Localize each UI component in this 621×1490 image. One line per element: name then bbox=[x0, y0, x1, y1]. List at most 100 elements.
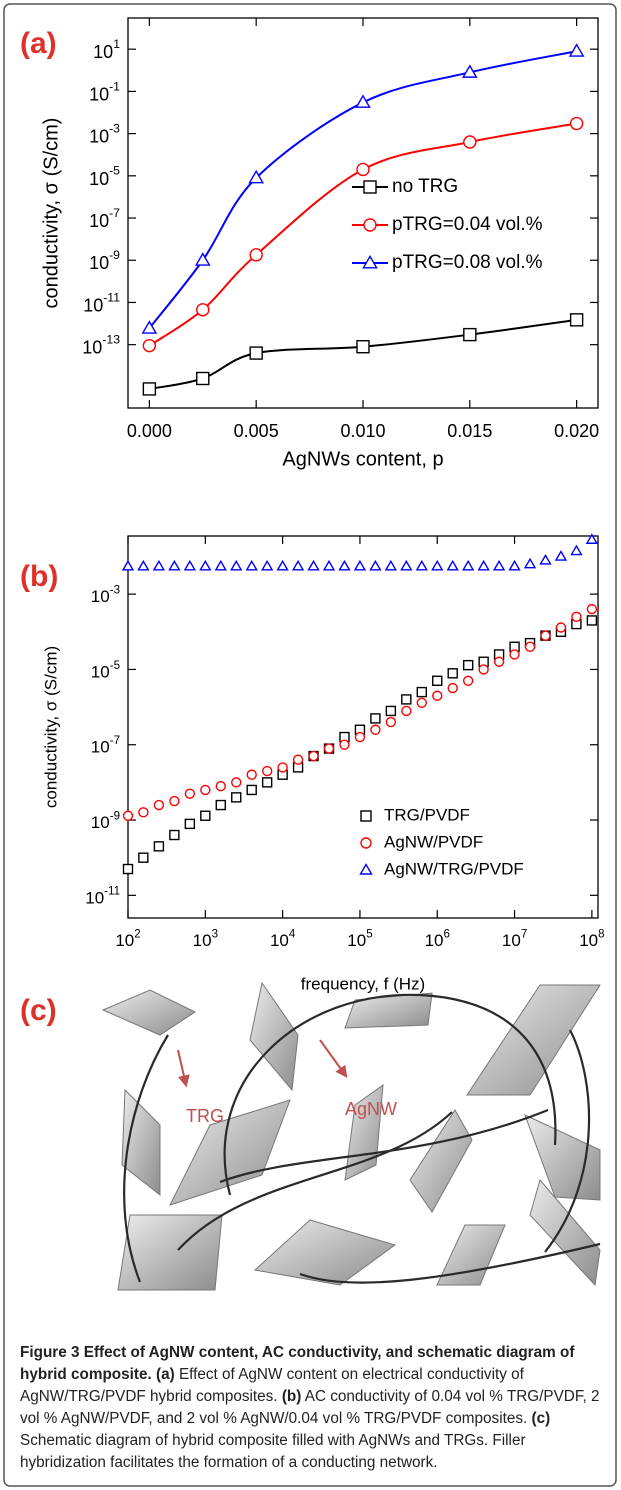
nanowire bbox=[223, 993, 557, 1196]
marker bbox=[370, 724, 381, 735]
panel-label: (b) bbox=[20, 560, 58, 593]
caption-text: AC conductivity of 0.04 vol % TRG/PVDF, … bbox=[20, 1388, 600, 1427]
x-tick-label-exponent: 4 bbox=[289, 928, 296, 940]
marker bbox=[355, 94, 371, 108]
caption-text: (a) bbox=[156, 1366, 175, 1383]
y-tick-label-exponent: -7 bbox=[109, 206, 120, 220]
legend-label: AgNW/PVDF bbox=[384, 832, 483, 851]
marker bbox=[539, 553, 552, 565]
legend-label: no TRG bbox=[392, 176, 458, 197]
marker bbox=[249, 346, 263, 360]
marker bbox=[196, 371, 210, 386]
y-tick-label-base: 10 bbox=[89, 211, 109, 231]
y-tick-label: 10-5 bbox=[91, 660, 120, 682]
x-tick-label-base: 10 bbox=[270, 931, 289, 950]
sheet bbox=[409, 1109, 473, 1213]
y-axis-label: conductivity, σ (S/cm) bbox=[41, 646, 60, 808]
marker bbox=[540, 630, 551, 641]
annotation: AgNW bbox=[345, 1099, 397, 1119]
annotation: TRG bbox=[186, 1106, 224, 1126]
marker bbox=[354, 731, 366, 743]
caption-text: Schematic diagram of hybrid composite fi… bbox=[20, 1432, 526, 1471]
y-tick-label-exponent: -11 bbox=[104, 886, 120, 898]
nanowire bbox=[123, 1034, 169, 1283]
chart: (a) AgNWs content, p conductivity, σ (S/cm… bbox=[20, 17, 599, 470]
marker bbox=[447, 668, 458, 679]
marker bbox=[385, 716, 397, 728]
marker bbox=[416, 697, 427, 708]
y-tick-label-base: 10 bbox=[91, 663, 110, 682]
y-tick-label-base: 10 bbox=[89, 126, 109, 146]
sheet bbox=[101, 989, 197, 1036]
marker bbox=[384, 559, 398, 571]
marker bbox=[401, 694, 412, 705]
x-tick-label-base: 0.005 bbox=[234, 421, 279, 441]
marker bbox=[138, 852, 149, 863]
x-tick-label-base: 10 bbox=[579, 931, 598, 950]
sheet bbox=[344, 992, 433, 1029]
plot-frame bbox=[127, 535, 599, 919]
marker bbox=[122, 863, 134, 875]
marker bbox=[415, 559, 428, 571]
y-tick-label-base: 10 bbox=[82, 337, 102, 357]
y-tick-label-exponent: -3 bbox=[109, 122, 120, 136]
x-tick-label: 0.010 bbox=[340, 421, 385, 441]
nanowire bbox=[299, 1242, 601, 1284]
marker bbox=[215, 781, 226, 792]
marker bbox=[184, 818, 196, 830]
marker bbox=[153, 799, 165, 811]
caption-text: Effect of AgNW content on electrical con… bbox=[20, 1366, 524, 1405]
y-tick-label-base: 10 bbox=[83, 295, 103, 315]
caption: Figure 3 Effect of AgNW content, AC cond… bbox=[20, 1342, 608, 1474]
y-axis-label: conductivity, σ (S/cm) bbox=[40, 118, 62, 309]
y-tick-label: 10-13 bbox=[82, 333, 120, 358]
x-tick-label-exponent: 2 bbox=[134, 928, 140, 940]
nanowire bbox=[544, 1029, 591, 1253]
marker bbox=[246, 784, 257, 796]
nanowire bbox=[219, 1108, 549, 1184]
x-tick-label: 106 bbox=[425, 928, 450, 950]
marker bbox=[230, 559, 243, 571]
x-tick-label-base: 10 bbox=[115, 931, 134, 950]
legend-marker bbox=[362, 255, 378, 269]
marker bbox=[509, 649, 520, 660]
marker bbox=[199, 559, 212, 571]
x-tick-label-base: 0.020 bbox=[554, 421, 599, 441]
legend-marker bbox=[360, 810, 372, 822]
chart: (b) frequency, f (Hz) conductivity, σ (S/c… bbox=[20, 533, 599, 993]
marker bbox=[446, 559, 459, 571]
x-tick-label-base: 10 bbox=[502, 931, 521, 950]
marker bbox=[508, 559, 521, 571]
marker bbox=[138, 807, 149, 818]
marker bbox=[200, 784, 211, 796]
caption-text: Figure 3 Effect of AgNW content, AC cond… bbox=[20, 1344, 575, 1383]
x-tick-label-exponent: 6 bbox=[444, 928, 450, 940]
marker bbox=[523, 557, 537, 569]
marker bbox=[307, 559, 320, 571]
marker bbox=[215, 799, 226, 811]
marker bbox=[463, 135, 477, 149]
marker bbox=[370, 713, 381, 724]
sheet bbox=[169, 1099, 291, 1206]
marker bbox=[493, 656, 505, 667]
marker bbox=[462, 559, 475, 571]
marker bbox=[568, 43, 585, 57]
legend-marker bbox=[363, 218, 377, 232]
legend-label: pTRG=0.04 vol.% bbox=[392, 214, 543, 235]
marker bbox=[570, 544, 583, 556]
y-tick-label-exponent: -5 bbox=[109, 164, 120, 178]
y-tick-label-exponent: -9 bbox=[109, 248, 120, 262]
x-tick-label: 103 bbox=[193, 928, 218, 950]
marker bbox=[261, 559, 274, 571]
sheet bbox=[121, 1088, 161, 1197]
y-tick-label: 10-11 bbox=[85, 886, 120, 908]
x-axis-label: frequency, f (Hz) bbox=[301, 974, 425, 993]
x-tick-label: 0.020 bbox=[554, 421, 599, 441]
series-line bbox=[149, 318, 577, 390]
marker bbox=[231, 792, 242, 803]
marker bbox=[462, 659, 474, 671]
y-tick-label-exponent: -1 bbox=[109, 80, 120, 94]
marker bbox=[246, 769, 257, 780]
x-axis-label: AgNWs content, p bbox=[282, 448, 443, 470]
